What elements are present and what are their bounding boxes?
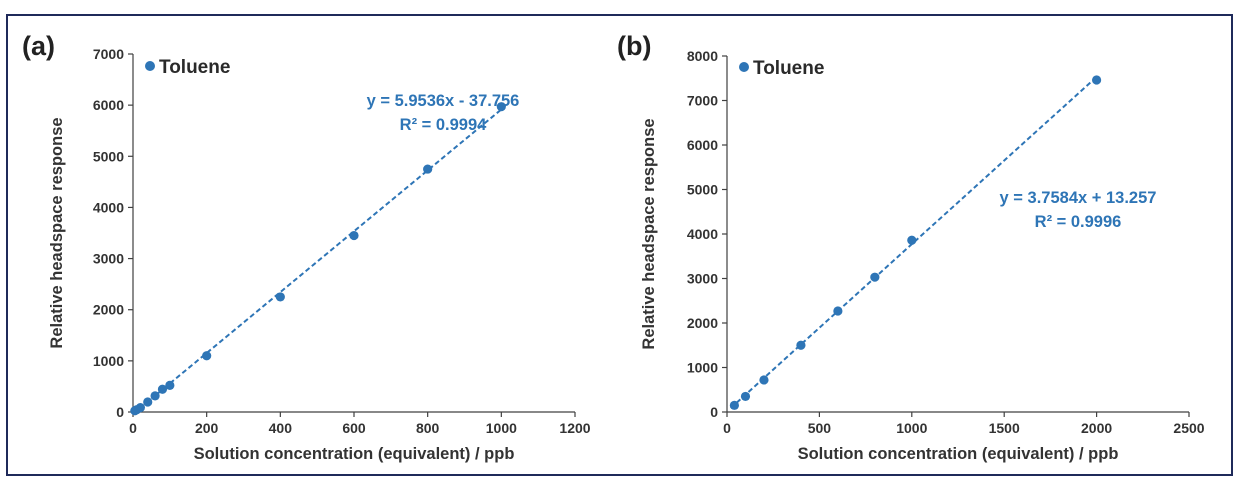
trendline [132, 108, 502, 415]
y-tick-label: 6000 [687, 137, 718, 153]
x-tick-label: 1000 [486, 420, 517, 436]
x-tick-label: 2000 [1081, 420, 1112, 436]
data-point [729, 400, 739, 410]
x-tick-label: 0 [723, 420, 731, 436]
data-point [1092, 75, 1102, 85]
data-point [423, 164, 433, 174]
x-tick-label: 1200 [559, 420, 590, 436]
data-point [165, 380, 175, 391]
legend-label: Toluene [159, 57, 230, 78]
trendline [730, 76, 1098, 409]
x-tick-label: 1500 [989, 420, 1020, 436]
y-tick-label: 3000 [687, 271, 718, 287]
data-point [150, 391, 160, 401]
trendline-equation: y = 5.9536x - 37.756 [367, 92, 520, 110]
data-point [833, 306, 843, 316]
x-tick-label: 600 [342, 420, 366, 436]
x-tick-label: 200 [195, 420, 219, 436]
y-tick-label: 4000 [687, 226, 718, 242]
x-tick-label: 2500 [1173, 420, 1204, 436]
y-tick-label: 0 [710, 404, 718, 420]
x-tick-label: 0 [129, 420, 137, 436]
y-tick-label: 6000 [93, 97, 124, 113]
legend-marker [145, 61, 155, 71]
y-axis-title: Relative headspace response [48, 117, 66, 348]
y-tick-label: 2000 [93, 302, 124, 318]
data-point [740, 391, 751, 402]
data-point [870, 272, 880, 282]
x-tick-label: 400 [269, 420, 293, 436]
x-axis-title: Solution concentration (equivalent) / pp… [194, 445, 515, 463]
chart-panel-a: (a) 0 1000 2000 3000 4000 5000 6000 7000 0 200 400 6… [22, 31, 591, 463]
data-point [157, 384, 168, 394]
data-point [759, 375, 769, 385]
x-tick-label: 800 [416, 420, 440, 436]
data-point [796, 340, 806, 350]
x-tick-label: 500 [808, 420, 832, 436]
data-point [135, 403, 145, 413]
y-tick-label: 8000 [687, 48, 718, 64]
y-tick-label: 2000 [687, 315, 718, 331]
chart-panel-b: (b) 0 1000 2000 3000 4000 5000 6000 7000 8000 0 500… [617, 31, 1205, 463]
legend-marker [739, 62, 749, 72]
r-squared-label: R² = 0.9994 [400, 116, 488, 134]
data-point [496, 102, 506, 112]
data-point [143, 397, 153, 407]
x-tick-label: 1000 [896, 420, 927, 436]
y-tick-label: 7000 [687, 93, 718, 109]
data-point [349, 230, 359, 241]
panel-label: (a) [22, 31, 55, 61]
figure-frame [6, 14, 1233, 476]
y-tick-label: 7000 [93, 46, 124, 62]
panel-label: (b) [617, 31, 651, 61]
y-tick-label: 4000 [93, 199, 124, 215]
y-tick-label: 5000 [687, 182, 718, 198]
trendline-equation: y = 3.7584x + 13.257 [1000, 189, 1157, 207]
r-squared-label: R² = 0.9996 [1035, 213, 1122, 231]
y-tick-label: 5000 [93, 148, 124, 164]
y-tick-label: 1000 [687, 360, 718, 376]
x-axis-title: Solution concentration (equivalent) / pp… [798, 445, 1119, 463]
data-point [275, 292, 285, 302]
y-tick-label: 1000 [93, 353, 124, 369]
data-point [907, 235, 917, 245]
data-point [202, 351, 212, 361]
y-tick-label: 0 [116, 404, 124, 420]
y-axis-title: Relative headspace response [640, 118, 658, 349]
y-tick-label: 3000 [93, 251, 124, 267]
legend-label: Toluene [753, 58, 824, 79]
